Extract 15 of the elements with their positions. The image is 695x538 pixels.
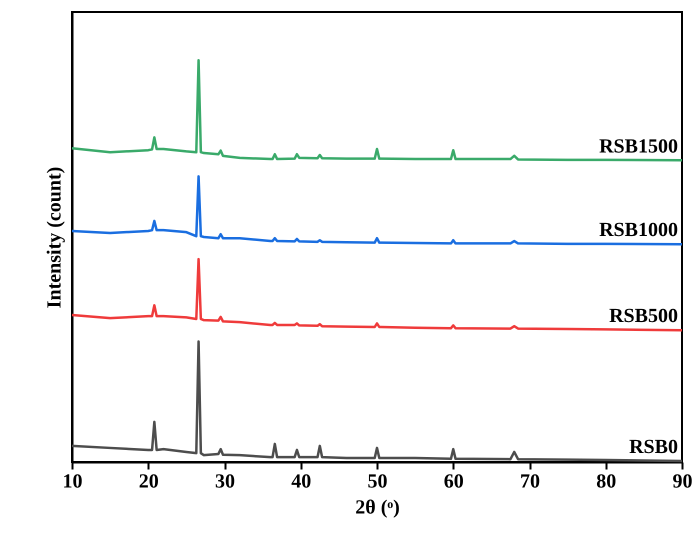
x-axis-title: 2θ (ᵒ)	[355, 496, 400, 518]
series-label: RSB500	[609, 305, 678, 328]
x-tick-label: 50	[368, 470, 388, 492]
series-label: RSB0	[629, 436, 678, 458]
x-tick-label: 20	[138, 470, 159, 492]
x-tick-label: 80	[596, 470, 616, 492]
x-tick-label: 10	[62, 470, 82, 492]
series-label: RSB1000	[599, 219, 678, 242]
x-tick-label: 70	[520, 470, 540, 492]
x-tick-label: 90	[672, 470, 692, 492]
x-tick-label: 30	[215, 470, 235, 492]
x-tick-label: 40	[291, 470, 312, 492]
x-tick-label: 60	[444, 470, 464, 492]
y-axis-title: Intensity (count)	[44, 166, 66, 308]
series-label: RSB1500	[599, 135, 678, 158]
